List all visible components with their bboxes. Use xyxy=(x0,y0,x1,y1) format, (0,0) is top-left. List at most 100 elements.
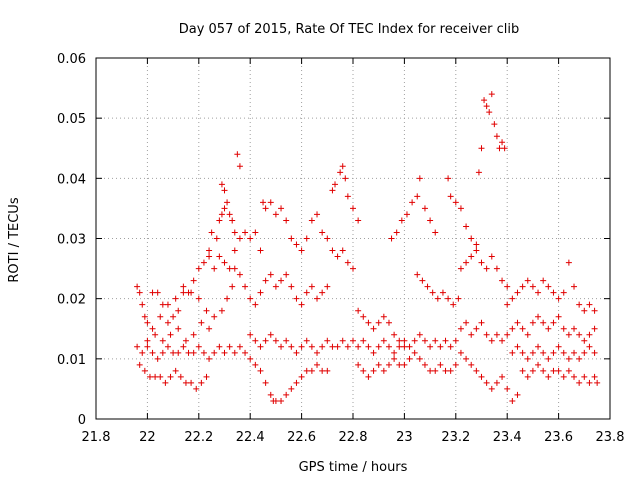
data-point xyxy=(540,277,547,284)
data-point xyxy=(478,319,485,326)
data-point xyxy=(421,361,428,368)
data-point xyxy=(429,289,436,296)
x-tick-label: 22.2 xyxy=(184,430,213,445)
data-point xyxy=(555,313,562,320)
data-point xyxy=(499,337,506,344)
data-point xyxy=(509,349,516,356)
data-point xyxy=(329,247,336,254)
data-point xyxy=(303,235,310,242)
data-point xyxy=(308,367,315,374)
data-point xyxy=(571,283,578,290)
data-point xyxy=(182,337,189,344)
chart-title: Day 057 of 2015, Rate Of TEC Index for r… xyxy=(179,22,520,37)
data-point xyxy=(193,385,200,392)
data-point xyxy=(167,373,174,380)
data-point xyxy=(398,217,405,224)
data-point xyxy=(288,235,295,242)
data-point xyxy=(519,349,526,356)
data-point xyxy=(540,349,547,356)
data-point xyxy=(344,193,351,200)
data-point xyxy=(545,355,552,362)
data-point xyxy=(221,205,228,212)
data-point xyxy=(350,265,356,272)
data-point xyxy=(391,349,398,356)
data-point xyxy=(450,301,457,308)
data-point xyxy=(463,319,470,326)
data-point xyxy=(565,367,572,374)
data-point xyxy=(463,223,470,230)
data-point xyxy=(157,373,164,380)
data-point xyxy=(247,235,254,242)
data-point xyxy=(540,367,547,374)
data-point xyxy=(437,361,444,368)
data-point xyxy=(581,337,588,344)
data-point xyxy=(329,343,336,350)
data-point xyxy=(427,343,434,350)
data-point xyxy=(283,217,290,224)
y-tick-label: 0.03 xyxy=(57,233,86,248)
data-point xyxy=(236,163,243,170)
data-point xyxy=(206,247,213,254)
data-point xyxy=(216,343,223,350)
data-point xyxy=(288,343,295,350)
data-point xyxy=(591,373,598,380)
data-point xyxy=(463,259,470,266)
data-point xyxy=(535,361,542,368)
data-point xyxy=(365,319,372,326)
data-point xyxy=(267,199,274,206)
data-point xyxy=(365,343,372,350)
data-point xyxy=(432,229,439,236)
data-point xyxy=(175,349,182,356)
data-point xyxy=(393,229,400,236)
data-point xyxy=(211,265,218,272)
data-point xyxy=(586,301,593,308)
data-point xyxy=(591,307,598,314)
data-point xyxy=(457,265,464,272)
data-point xyxy=(473,325,480,332)
data-point xyxy=(262,379,269,386)
data-point xyxy=(365,373,372,380)
data-point xyxy=(252,337,259,344)
data-point xyxy=(416,355,423,362)
data-point xyxy=(550,349,557,356)
data-point xyxy=(221,349,228,356)
data-point xyxy=(170,349,177,356)
data-point xyxy=(555,295,562,302)
data-point xyxy=(206,355,213,362)
data-point xyxy=(182,379,189,386)
data-point xyxy=(591,349,598,356)
data-point xyxy=(473,241,480,248)
data-point xyxy=(134,343,141,350)
data-point xyxy=(473,367,480,374)
data-point xyxy=(478,373,485,380)
data-point xyxy=(298,301,305,308)
data-point xyxy=(247,331,254,338)
x-tick-label: 23.2 xyxy=(441,430,470,445)
data-point xyxy=(391,355,398,362)
data-point xyxy=(144,343,151,350)
data-point xyxy=(416,175,423,182)
data-point xyxy=(339,247,346,254)
data-point xyxy=(396,343,403,350)
data-point xyxy=(332,181,339,188)
data-point xyxy=(344,343,351,350)
data-point xyxy=(314,361,321,368)
data-point xyxy=(154,289,161,296)
data-point xyxy=(483,103,490,110)
data-point xyxy=(234,151,241,158)
data-point xyxy=(314,349,321,356)
data-point xyxy=(149,349,156,356)
data-point xyxy=(218,307,225,314)
data-point xyxy=(283,271,290,278)
data-point xyxy=(581,373,588,380)
data-point xyxy=(257,367,264,374)
data-point xyxy=(180,343,187,350)
data-point xyxy=(188,289,195,296)
data-point xyxy=(308,343,315,350)
data-point xyxy=(278,277,285,284)
data-point xyxy=(565,331,572,338)
data-point xyxy=(324,367,331,374)
data-point xyxy=(560,289,567,296)
data-point xyxy=(560,349,567,356)
data-point xyxy=(288,283,295,290)
